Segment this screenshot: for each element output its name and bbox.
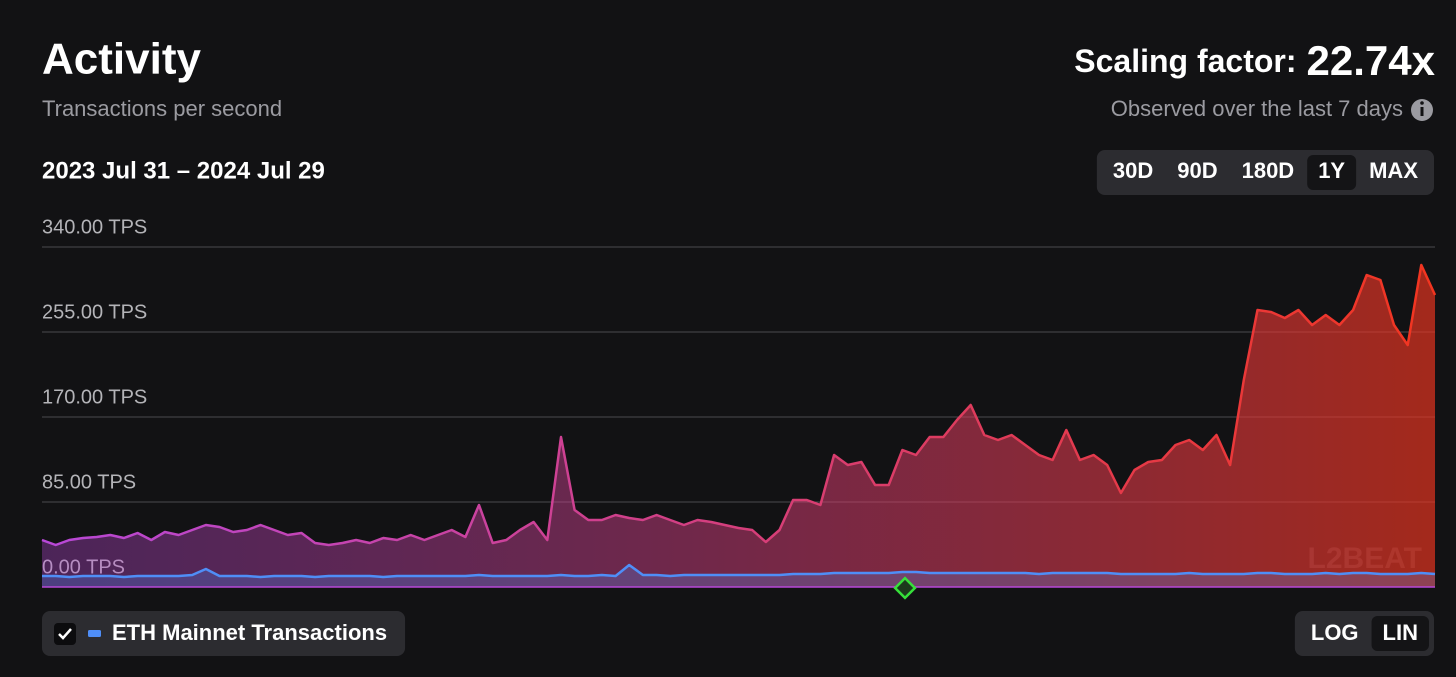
- legend-label[interactable]: ETH Mainnet Transactions: [112, 620, 387, 645]
- hover-marker: [893, 576, 917, 600]
- date-range: 2023 Jul 31 – 2024 Jul 29: [42, 157, 325, 184]
- scaling-factor: Scaling factor: 22.74x: [1074, 37, 1435, 84]
- range-buttons: 30D 90D 180D 1Y MAX: [1096, 150, 1434, 195]
- range-button-label[interactable]: MAX: [1369, 158, 1418, 183]
- title: Activity: [42, 35, 201, 84]
- y-tick-label: 170.00 TPS: [42, 386, 147, 408]
- scaling-factor-label: Scaling factor:: [1074, 43, 1296, 79]
- legend-swatch: [88, 630, 101, 637]
- range-button-label[interactable]: 1Y: [1318, 158, 1345, 183]
- note: Observed over the last 7 days: [1111, 96, 1403, 121]
- scale-button-selected[interactable]: [1371, 616, 1429, 651]
- scale-button-label[interactable]: LIN: [1383, 620, 1418, 645]
- series-line: [42, 563, 1436, 579]
- y-tick-label: 255.00 TPS: [42, 301, 147, 323]
- legend-check: [58, 628, 72, 640]
- scaling-factor-value: 22.74x: [1307, 37, 1436, 84]
- range-button-label[interactable]: 180D: [1242, 158, 1295, 183]
- y-tick-label: 85.00 TPS: [42, 471, 136, 493]
- scale-button-label[interactable]: LOG: [1311, 620, 1359, 645]
- legend-bg: [42, 611, 406, 656]
- info-icon-dot: [1420, 101, 1424, 105]
- series-line: [41, 263, 1437, 547]
- scale-buttons: LOG LIN: [1294, 611, 1434, 656]
- range-button-label[interactable]: 90D: [1177, 158, 1217, 183]
- range-button-label[interactable]: 30D: [1113, 158, 1153, 183]
- info-icon-stem: [1420, 107, 1424, 116]
- range-button-selected[interactable]: [1307, 155, 1357, 190]
- legend: ETH Mainnet Transactions: [42, 611, 406, 656]
- y-tick-label: 340.00 TPS: [42, 216, 147, 238]
- subtitle: Transactions per second: [42, 96, 282, 121]
- series-area: [42, 265, 1435, 587]
